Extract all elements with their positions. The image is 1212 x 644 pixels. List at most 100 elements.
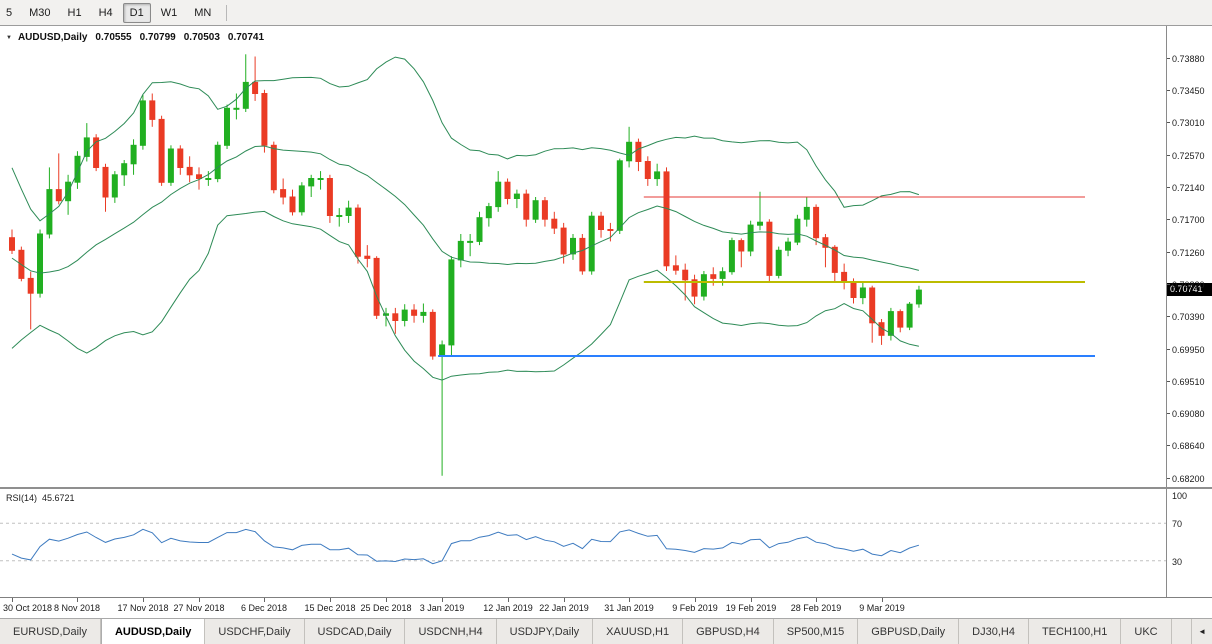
candle: [476, 211, 483, 246]
candle: [859, 282, 866, 305]
chart-tab-usdchf-daily[interactable]: USDCHF,Daily: [205, 619, 305, 644]
rsi-axis-label: 30: [1172, 557, 1183, 567]
candle: [887, 307, 894, 341]
chart-tab-gbpusd-daily[interactable]: GBPUSD,Daily: [858, 619, 960, 644]
price-axis-label: 0.68640: [1172, 441, 1205, 451]
candle: [242, 54, 249, 112]
candle: [439, 340, 446, 476]
chart-tab-gbpusd-h4[interactable]: GBPUSD,H4: [683, 619, 774, 644]
price-axis-tick: [1167, 58, 1170, 59]
date-axis-tick: [77, 598, 78, 602]
candle: [102, 163, 109, 212]
timeframe-button-mn[interactable]: MN: [194, 6, 212, 19]
date-axis-tick: [695, 598, 696, 602]
candle: [822, 234, 829, 268]
candle: [233, 93, 240, 120]
candle: [616, 158, 623, 234]
candle: [691, 274, 698, 305]
date-axis-tick: [629, 598, 630, 602]
date-axis-tick: [143, 598, 144, 602]
date-axis-label: 15 Dec 2018: [304, 603, 356, 613]
chart-tab-eurusd-daily[interactable]: EURUSD,Daily: [0, 619, 101, 644]
candle: [46, 167, 53, 239]
candle: [252, 56, 259, 101]
candle: [196, 167, 202, 190]
chart-tab-ukc[interactable]: UKC: [1121, 619, 1172, 644]
price-axis-label: 0.70390: [1172, 312, 1205, 322]
date-axis-label: 22 Jan 2019: [539, 603, 589, 613]
candle: [186, 156, 193, 183]
one-click-trading-icon[interactable]: ▼: [6, 34, 12, 41]
candle: [373, 256, 380, 319]
date-axis-tick: [264, 598, 265, 602]
price-axis-tick: [1167, 445, 1170, 446]
timeframe-button-h1[interactable]: H1: [67, 6, 82, 19]
timeframe-button-w1[interactable]: W1: [160, 6, 178, 19]
price-axis-label: 0.71260: [1172, 248, 1205, 258]
chart-tab-usdjpy-daily[interactable]: USDJPY,Daily: [497, 619, 594, 644]
date-axis-label: 30 Oct 2018: [3, 603, 53, 613]
candle: [551, 211, 558, 234]
candle: [728, 237, 735, 275]
date-axis-separator: [0, 597, 1212, 598]
timeframe-button-5[interactable]: 5: [6, 6, 13, 19]
candle: [598, 211, 604, 238]
candle: [570, 234, 576, 260]
timeframe-button-h4[interactable]: H4: [98, 6, 113, 19]
candle: [897, 309, 904, 333]
candle: [298, 182, 305, 216]
chart-tab-dj30-h4[interactable]: DJ30,H4: [959, 619, 1029, 644]
candle: [448, 256, 455, 356]
candle: [523, 189, 530, 227]
candle: [158, 115, 165, 186]
date-axis-tick: [442, 598, 443, 602]
price-axis: 0.70741 0.73880 0.73450 0.73010 0.72570 0.72…: [1166, 26, 1212, 598]
price-chart-pane: ▼ AUDUSD,Daily 0.70555 0.70799 0.70503 0…: [0, 26, 1166, 488]
chart-tab-sp500-m15[interactable]: SP500,M15: [774, 619, 859, 644]
candle: [738, 238, 745, 268]
price-axis-tick: [1167, 90, 1170, 91]
candle: [906, 302, 913, 331]
date-axis-label: 31 Jan 2019: [604, 603, 654, 613]
candle: [588, 211, 595, 275]
candle: [336, 208, 343, 227]
date-axis-label: 9 Mar 2019: [859, 603, 905, 613]
chart-tab-audusd-daily[interactable]: AUDUSD,Daily: [100, 619, 206, 644]
date-axis-tick: [330, 598, 331, 602]
date-axis-label: 27 Nov 2018: [173, 603, 225, 613]
chart-tab-usdcad-daily[interactable]: USDCAD,Daily: [305, 619, 406, 644]
bollinger-upper-band: [11, 56, 920, 222]
price-axis-label: 0.68200: [1172, 474, 1205, 484]
rsi-axis-label: 100: [1172, 491, 1188, 501]
candle: [55, 153, 62, 205]
date-axis-tick: [199, 598, 200, 602]
candle: [326, 174, 333, 223]
candle: [841, 263, 848, 290]
candle: [37, 229, 43, 298]
bollinger-lower-band: [11, 210, 920, 381]
candle: [130, 139, 137, 175]
pane-splitter[interactable]: [0, 487, 1212, 489]
ohlc-open: 0.70555: [95, 32, 132, 43]
price-chart-canvas[interactable]: [0, 26, 1166, 488]
candle: [457, 234, 464, 268]
rsi-chart-canvas[interactable]: [0, 489, 1166, 597]
tab-scroll-left-icon[interactable]: ◄: [1191, 619, 1212, 644]
price-axis-tick: [1167, 284, 1170, 285]
chart-tab-tech100-h1[interactable]: TECH100,H1: [1029, 619, 1122, 644]
candle: [205, 171, 212, 186]
date-axis-tick: [386, 598, 387, 602]
price-axis-tick: [1167, 316, 1170, 317]
timeframe-button-d1[interactable]: D1: [122, 2, 151, 23]
timeframe-button-m30[interactable]: M30: [29, 6, 51, 19]
candle: [663, 167, 670, 271]
date-axis-tick: [564, 598, 565, 602]
price-axis-label: 0.69510: [1172, 377, 1205, 387]
chart-tab-xauusd-h1[interactable]: XAUUSD,H1: [593, 619, 684, 644]
chart-tab-usdcnh-h4[interactable]: USDCNH,H4: [405, 619, 497, 644]
candle: [869, 285, 876, 343]
candle: [504, 178, 511, 205]
candle: [401, 304, 408, 327]
date-axis-label: 8 Nov 2018: [53, 603, 101, 613]
